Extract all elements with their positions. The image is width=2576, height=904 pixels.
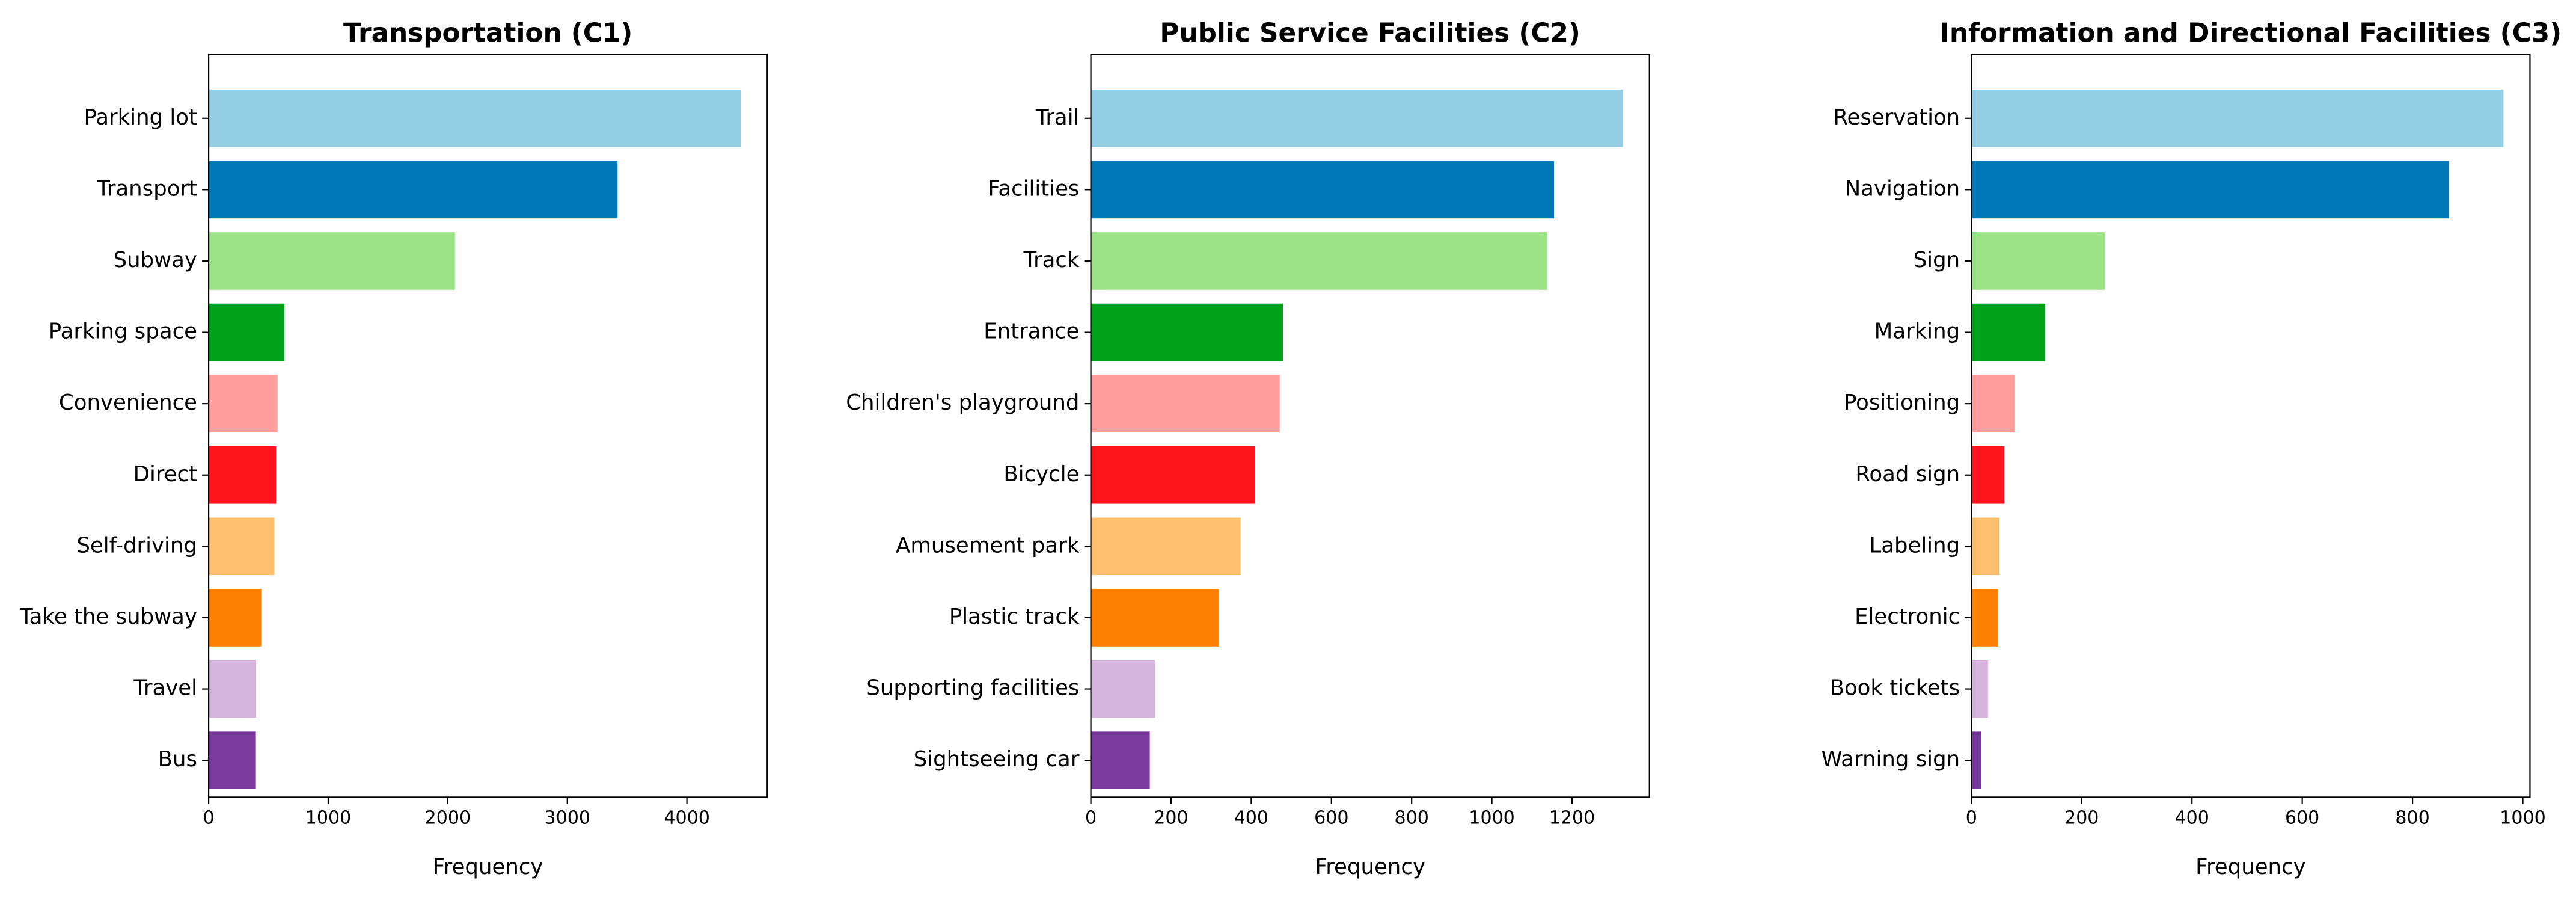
y-tick-label: Book tickets bbox=[1830, 676, 1960, 701]
y-tick-label: Amusement park bbox=[896, 533, 1080, 558]
y-tick-label: Children's playground bbox=[846, 390, 1079, 415]
y-tick-label: Self-driving bbox=[76, 533, 197, 558]
chart-title: Information and Directional Facilities (… bbox=[1940, 17, 2562, 48]
x-tick-label: 400 bbox=[2175, 807, 2209, 828]
y-tick-label: Warning sign bbox=[1821, 747, 1960, 772]
bar bbox=[209, 660, 257, 718]
x-axis-label: Frequency bbox=[1315, 855, 1425, 879]
y-tick-label: Labeling bbox=[1869, 533, 1960, 558]
bar bbox=[1971, 303, 2046, 361]
bar bbox=[1971, 161, 2449, 219]
bar bbox=[209, 375, 278, 432]
bar bbox=[1971, 731, 1981, 789]
x-tick-label: 2000 bbox=[425, 807, 471, 828]
x-tick-label: 3000 bbox=[544, 807, 590, 828]
y-tick-label: Bicycle bbox=[1003, 462, 1079, 487]
bar bbox=[1971, 446, 2005, 504]
y-tick-label: Parking space bbox=[49, 319, 197, 344]
bar bbox=[209, 446, 277, 504]
bar bbox=[209, 232, 455, 290]
bar bbox=[209, 517, 275, 576]
x-tick-label: 4000 bbox=[664, 807, 709, 828]
x-axis-label: Frequency bbox=[433, 855, 543, 879]
y-tick-label: Facilities bbox=[988, 176, 1079, 201]
x-tick-label: 400 bbox=[1234, 807, 1268, 828]
x-tick-label: 800 bbox=[1394, 807, 1428, 828]
bar bbox=[1091, 731, 1150, 789]
bar bbox=[1091, 589, 1219, 647]
bar bbox=[1091, 161, 1554, 219]
bar bbox=[1971, 232, 2105, 290]
axes-frame bbox=[208, 54, 768, 798]
x-tick-label: 200 bbox=[1154, 807, 1188, 828]
y-tick-label: Positioning bbox=[1844, 390, 1960, 415]
x-axis-label: Frequency bbox=[2195, 855, 2305, 879]
x-tick-label: 1000 bbox=[305, 807, 351, 828]
x-tick-label: 1200 bbox=[1549, 807, 1595, 828]
bar bbox=[209, 303, 284, 361]
bar bbox=[209, 89, 741, 147]
y-tick-label: Bus bbox=[158, 747, 197, 772]
x-tick-label: 0 bbox=[203, 807, 215, 828]
y-tick-label: Sign bbox=[1914, 248, 1960, 272]
x-tick-label: 0 bbox=[1085, 807, 1097, 828]
bar bbox=[1091, 232, 1547, 290]
x-tick-label: 0 bbox=[1966, 807, 1977, 828]
y-tick-label: Reservation bbox=[1833, 105, 1960, 130]
bar bbox=[209, 731, 256, 789]
y-tick-label: Direct bbox=[133, 462, 197, 487]
bar bbox=[1091, 303, 1283, 361]
axes-frame bbox=[1971, 54, 2531, 798]
x-tick-label: 1000 bbox=[2500, 807, 2545, 828]
bar bbox=[1091, 660, 1155, 718]
chart-title: Transportation (C1) bbox=[343, 17, 632, 48]
x-tick-label: 1000 bbox=[1469, 807, 1514, 828]
y-tick-label: Subway bbox=[114, 248, 197, 272]
chart-title: Public Service Facilities (C2) bbox=[1160, 17, 1580, 48]
bar bbox=[1971, 375, 2015, 432]
bar bbox=[1091, 517, 1241, 576]
y-tick-label: Take the subway bbox=[19, 604, 197, 629]
y-tick-label: Navigation bbox=[1845, 176, 1960, 201]
y-tick-label: Supporting facilities bbox=[866, 676, 1079, 701]
bar bbox=[209, 589, 262, 647]
y-tick-label: Sightseeing car bbox=[914, 747, 1080, 772]
y-tick-label: Road sign bbox=[1855, 462, 1960, 487]
bar bbox=[1091, 446, 1256, 504]
bar bbox=[1091, 375, 1280, 432]
y-tick-label: Entrance bbox=[984, 319, 1079, 344]
bar bbox=[1091, 89, 1623, 147]
bar bbox=[1971, 589, 1998, 647]
y-tick-label: Plastic track bbox=[949, 604, 1080, 629]
y-tick-label: Marking bbox=[1874, 319, 1960, 344]
bar bbox=[1971, 89, 2504, 147]
y-tick-label: Convenience bbox=[59, 390, 197, 415]
bar bbox=[1971, 660, 1988, 718]
y-tick-label: Track bbox=[1023, 248, 1080, 272]
bar bbox=[209, 161, 618, 219]
axes-frame bbox=[1090, 54, 1650, 798]
x-tick-label: 200 bbox=[2064, 807, 2099, 828]
y-tick-label: Transport bbox=[96, 176, 197, 201]
y-tick-label: Travel bbox=[133, 676, 197, 701]
x-tick-label: 600 bbox=[1314, 807, 1348, 828]
x-tick-label: 800 bbox=[2395, 807, 2429, 828]
x-tick-label: 600 bbox=[2285, 807, 2319, 828]
y-tick-label: Electronic bbox=[1855, 604, 1960, 629]
bar bbox=[1971, 517, 2000, 576]
y-tick-label: Parking lot bbox=[84, 105, 197, 130]
y-tick-label: Trail bbox=[1035, 105, 1080, 130]
